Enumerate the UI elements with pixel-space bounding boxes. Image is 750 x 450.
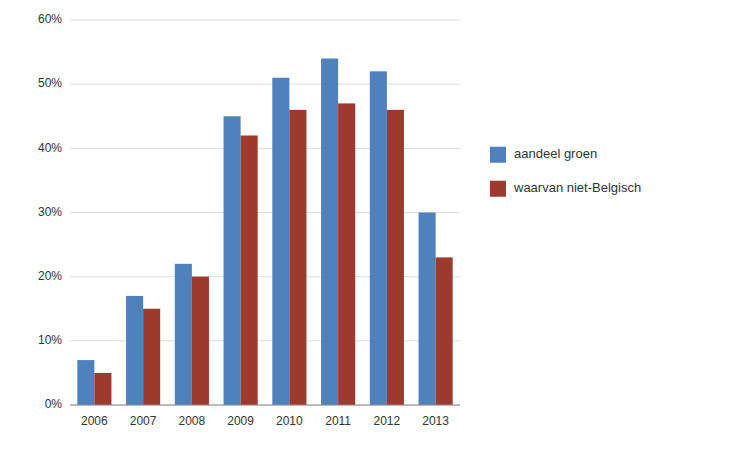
x-tick-label: 2010 bbox=[276, 414, 303, 428]
legend-label: aandeel groen bbox=[514, 146, 597, 161]
grid-line bbox=[70, 84, 460, 85]
y-tick-label: 50% bbox=[38, 76, 62, 90]
bar bbox=[370, 71, 387, 405]
x-tick-label: 2011 bbox=[325, 414, 351, 428]
x-axis: 2006 2007 2008 2009 2010 2011 2012 2013 bbox=[70, 405, 460, 428]
bar bbox=[436, 257, 453, 405]
x-tick-label: 2013 bbox=[422, 414, 449, 428]
bar bbox=[175, 264, 192, 405]
y-tick-label: 30% bbox=[38, 205, 62, 219]
y-tick-label: 10% bbox=[38, 333, 62, 347]
bar bbox=[77, 360, 94, 405]
y-tick-label: 60% bbox=[38, 12, 62, 26]
bar bbox=[419, 213, 436, 406]
bar bbox=[338, 103, 355, 405]
legend-label: waarvan niet-Belgisch bbox=[513, 180, 641, 195]
bar bbox=[126, 296, 143, 405]
bar bbox=[387, 110, 404, 405]
grid-line bbox=[70, 20, 460, 21]
x-axis-line bbox=[70, 405, 460, 406]
chart-container: 0% 10% 20% 30% 40% 50% 60% 2006 2007 2008 2009 2010… bbox=[0, 0, 750, 450]
bars bbox=[77, 59, 452, 406]
bar bbox=[143, 309, 160, 405]
bar bbox=[241, 136, 258, 406]
bar bbox=[321, 59, 338, 406]
x-tick-label: 2012 bbox=[374, 414, 401, 428]
x-tick-label: 2008 bbox=[179, 414, 206, 428]
grid-line bbox=[70, 405, 460, 406]
legend: aandeel groen waarvan niet-Belgisch bbox=[490, 146, 641, 197]
bar bbox=[94, 373, 111, 405]
bar bbox=[224, 116, 241, 405]
y-tick-label: 20% bbox=[38, 269, 62, 283]
bar bbox=[289, 110, 306, 405]
grid bbox=[70, 20, 460, 405]
y-tick-label: 40% bbox=[38, 141, 62, 155]
x-tick-label: 2009 bbox=[227, 414, 254, 428]
bar bbox=[272, 78, 289, 405]
bar bbox=[192, 277, 209, 405]
x-tick-label: 2007 bbox=[130, 414, 157, 428]
x-tick-label: 2006 bbox=[81, 414, 108, 428]
chart: 0% 10% 20% 30% 40% 50% 60% 2006 2007 2008 2009 2010… bbox=[0, 0, 750, 450]
legend-swatch bbox=[490, 181, 506, 197]
y-tick-label: 0% bbox=[45, 397, 63, 411]
y-axis: 0% 10% 20% 30% 40% 50% 60% bbox=[38, 12, 62, 411]
legend-swatch bbox=[490, 147, 506, 163]
